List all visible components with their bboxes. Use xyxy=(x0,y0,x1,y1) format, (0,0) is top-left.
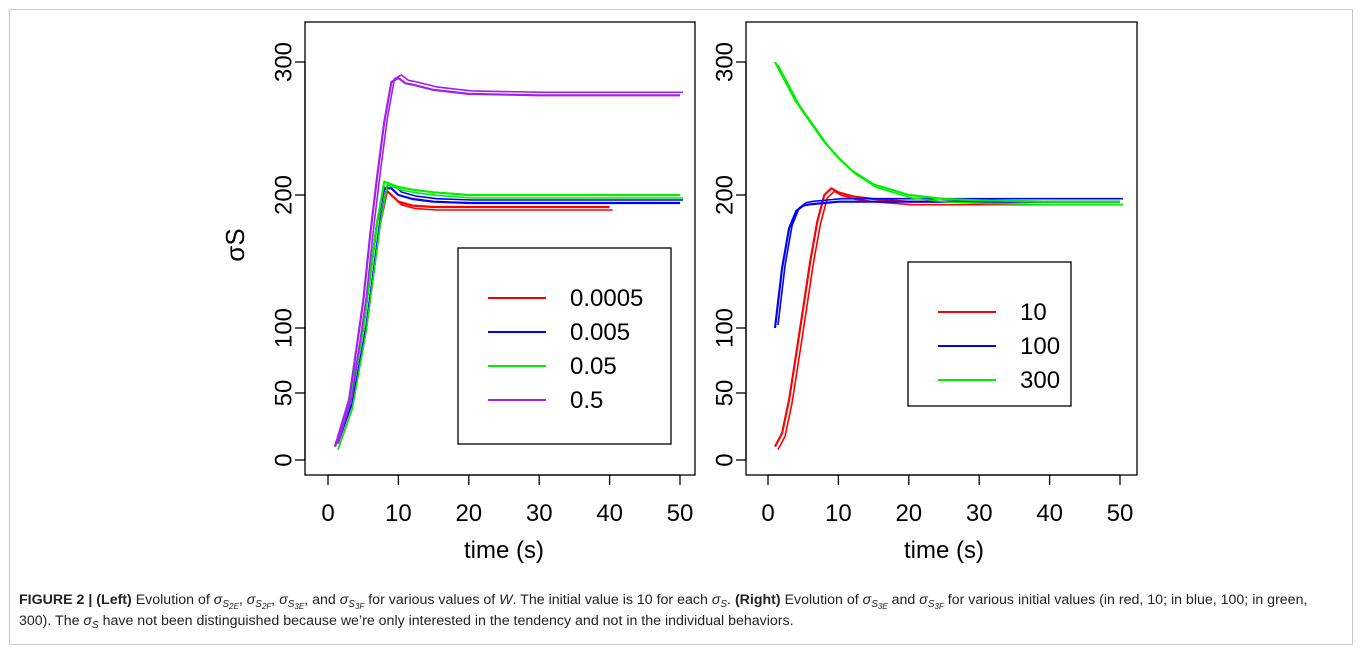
right-x-tick-label: 30 xyxy=(966,500,993,527)
caption-text-2: for various values of xyxy=(364,592,500,608)
right-x-tick-label: 40 xyxy=(1036,500,1063,527)
left-panel: 0 10 20 30 40 50 time (s) 0 50 100 200 300 σS 0.0005 0… xyxy=(220,21,696,564)
right-plot-border xyxy=(745,21,1138,476)
left-x-tick-label: 50 xyxy=(667,500,694,527)
figure-frame xyxy=(9,9,1353,645)
left-x-tick-label: 40 xyxy=(596,500,623,527)
left-series-line xyxy=(333,180,680,447)
caption-left-tag: (Left) xyxy=(96,592,132,608)
right-y-tick-label: 100 xyxy=(711,308,738,348)
caption-text-4: Evolution of xyxy=(780,592,863,608)
caption-and: and xyxy=(887,592,920,608)
left-y-tick-label: 0 xyxy=(270,453,297,466)
figure-caption: FIGURE 2 | (Left) Evolution of σS2E, σS2… xyxy=(19,592,1308,631)
left-y-tick-label: 300 xyxy=(270,42,297,82)
left-series-line xyxy=(337,183,683,450)
left-x-axis-label: time (s) xyxy=(464,537,544,564)
right-y-tick-label: 300 xyxy=(711,42,738,82)
caption-w: W xyxy=(499,592,513,608)
right-series-line xyxy=(777,64,1123,206)
right-series-line xyxy=(774,61,1120,203)
left-legend-label: 0.0005 xyxy=(570,285,643,312)
caption-text-5: for various initial values (in red, 10; … xyxy=(19,592,1308,629)
right-panel: 0 10 20 30 40 50 time (s) 0 50 100 200 300 10 100 300 xyxy=(711,21,1138,564)
left-x-tick-label: 30 xyxy=(526,500,553,527)
right-legend-label: 10 xyxy=(1020,299,1047,326)
left-y-tick-label: 100 xyxy=(270,308,297,348)
left-y-tick-label: 200 xyxy=(270,175,297,215)
right-y-tick-label: 200 xyxy=(711,175,738,215)
caption-text-3: . The initial value is 10 for each xyxy=(512,592,712,608)
left-legend-label: 0.05 xyxy=(570,353,617,380)
right-y-tick-label: 50 xyxy=(711,380,738,407)
left-series-line xyxy=(337,74,683,444)
caption-text-6: have not been distinguished because we’r… xyxy=(98,613,794,629)
right-series-line xyxy=(773,200,1120,329)
right-x-tick-label: 20 xyxy=(895,500,922,527)
right-x-tick-label: 0 xyxy=(761,500,774,527)
right-legend-label: 300 xyxy=(1020,367,1060,394)
right-legend-box xyxy=(907,261,1072,407)
right-x-tick-label: 50 xyxy=(1107,500,1134,527)
caption-right-tag: (Right) xyxy=(734,592,781,608)
right-series-line xyxy=(777,197,1123,326)
left-legend-label: 0.005 xyxy=(570,319,630,346)
right-x-tick-label: 10 xyxy=(825,500,852,527)
right-series-line xyxy=(777,190,1123,450)
left-legend-box xyxy=(457,247,672,445)
left-y-tick-label: 50 xyxy=(270,380,297,407)
caption-figure-label: FIGURE 2 | xyxy=(19,592,97,608)
left-x-tick-label: 20 xyxy=(455,500,482,527)
left-x-tick-label: 0 xyxy=(321,500,334,527)
caption-text-1: Evolution of xyxy=(131,592,214,608)
right-x-axis-label: time (s) xyxy=(904,537,984,564)
left-x-tick-label: 10 xyxy=(385,500,412,527)
right-legend-label: 100 xyxy=(1020,333,1060,360)
left-y-axis-label: σS xyxy=(220,228,250,261)
right-y-tick-label: 0 xyxy=(711,453,738,466)
left-series-line xyxy=(333,76,680,447)
left-legend-label: 0.5 xyxy=(570,387,603,414)
